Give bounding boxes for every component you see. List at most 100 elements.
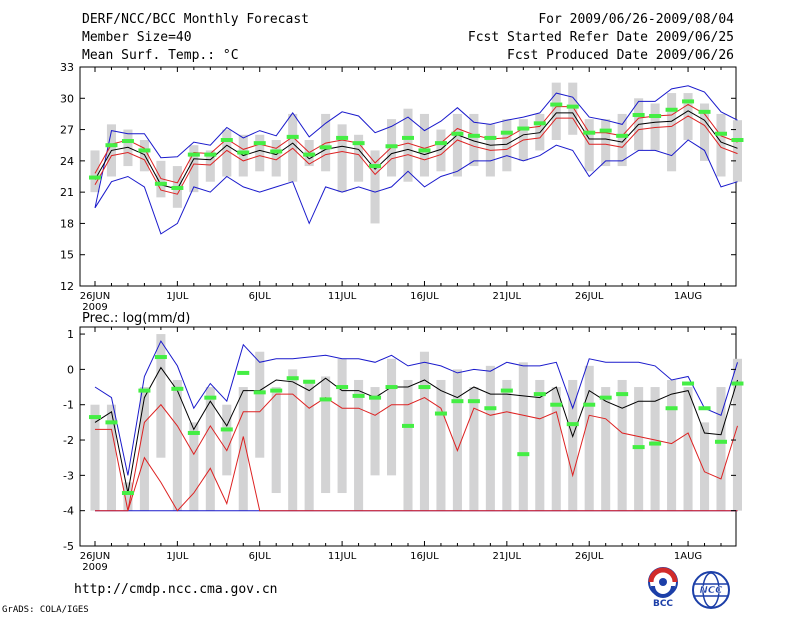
median-mark (550, 402, 563, 407)
median-mark (138, 388, 151, 393)
median-mark (451, 399, 464, 404)
panel-temperature: 12 15 18 21 24 27 30 33 26JUN 1JUL 6JUL 11JUL 16JUL 2… (60, 61, 744, 313)
median-mark (402, 135, 414, 140)
median-mark (286, 376, 299, 381)
grads-credit: GrADS: COLA/IGES (2, 605, 89, 615)
member-size: Member Size=40 (82, 30, 192, 45)
median-mark (632, 445, 645, 450)
spread-box (584, 365, 594, 511)
spread-box (419, 113, 430, 177)
y-tick-label: -3 (63, 469, 74, 482)
spread-box (255, 134, 265, 172)
spread-box (716, 113, 726, 177)
spread-box (502, 379, 512, 511)
year-label: 2009 (82, 302, 107, 313)
x-tick-label: 21JUL (493, 291, 522, 302)
spread-box (90, 150, 100, 193)
median-mark (484, 135, 497, 140)
spread-box (650, 103, 660, 151)
ncc-logo: NCC (692, 571, 730, 609)
y-tick-label: 21 (60, 186, 74, 199)
median-mark (336, 385, 349, 390)
median-mark (418, 148, 431, 153)
chart-title: DERF/NCC/BCC Monthly Forecast (82, 12, 309, 27)
median-mark (121, 139, 134, 144)
x-tick-label: 6JUL (249, 551, 272, 562)
spread-box (321, 376, 331, 494)
spread-box (452, 369, 462, 511)
median-mark (105, 420, 118, 425)
median-mark (649, 441, 662, 446)
median-mark (698, 109, 711, 114)
variable-label: Mean Surf. Temp.: °C (82, 48, 239, 63)
x-tick-label: 16JUL (410, 551, 439, 562)
median-mark (171, 185, 184, 190)
median-mark (731, 381, 744, 386)
spread-box (403, 108, 413, 182)
y-tick-label: 0 (67, 363, 74, 376)
median-mark (517, 452, 530, 457)
median-mark (649, 114, 662, 119)
median-mark (154, 181, 167, 186)
spread-box (304, 379, 314, 511)
median-mark (583, 130, 596, 135)
median-mark (698, 406, 711, 411)
spread-box (205, 387, 215, 511)
spread-box (716, 387, 726, 511)
median-mark (467, 399, 480, 404)
forecast-started: Fcst Started Refer Date 2009/06/25 (467, 30, 734, 45)
x-tick-label: 16JUL (410, 291, 439, 302)
median-mark (89, 415, 101, 420)
spread-box (271, 140, 281, 177)
x-tick-label: 1AUG (674, 551, 702, 562)
median-mark (418, 385, 431, 390)
spread-box (238, 387, 248, 511)
spread-box (568, 82, 578, 135)
footer-url[interactable]: http://cmdp.ncc.cma.gov.cn (74, 582, 278, 597)
p10-line (95, 436, 738, 512)
mean-line (94, 110, 738, 190)
x-tick-label: 6JUL (249, 291, 272, 302)
median-mark (715, 131, 727, 136)
median-mark (220, 427, 233, 432)
forecast-produced: Fcst Produced Date 2009/06/26 (507, 48, 734, 63)
median-mark (187, 430, 200, 435)
spread-box (469, 387, 479, 511)
y-tick-label: -1 (63, 399, 74, 412)
x-tick-label: 1JUL (166, 551, 189, 562)
median-mark (616, 133, 629, 138)
max-line (94, 85, 738, 208)
median-mark (533, 121, 546, 126)
median-mark (253, 141, 266, 146)
spread-box (386, 358, 397, 476)
p90-line (94, 103, 738, 184)
spread-box (172, 379, 182, 511)
median-mark (484, 406, 497, 411)
median-mark (220, 138, 233, 142)
spread-box (601, 387, 611, 511)
spread-box (601, 119, 611, 167)
y-tick-label: -5 (63, 540, 74, 553)
median-mark (566, 422, 579, 427)
x-tick-label: 26JUL (575, 291, 604, 302)
median-mark (682, 99, 695, 104)
spread-box (683, 387, 693, 511)
median-mark (270, 149, 283, 154)
median-mark (105, 143, 118, 148)
spread-box (667, 379, 677, 511)
x-tick-label: 1AUG (674, 291, 702, 302)
spread-box (617, 113, 627, 167)
median-mark (121, 491, 134, 496)
spread-box (419, 351, 430, 511)
y-tick-label: 1 (67, 328, 74, 341)
median-mark (665, 406, 678, 411)
median-mark (550, 102, 563, 107)
panel-precipitation: -5 -4 -3 -2 -1 0 1 26JUN 1JUL 6JUL 11JUL 16JUL 21JUL… (63, 326, 744, 573)
y-tick-label: 27 (60, 124, 74, 137)
y-tick-label: -2 (63, 434, 74, 447)
spread-box (337, 124, 347, 193)
x-tick-label: 21JUL (493, 551, 522, 562)
median-mark (385, 144, 398, 149)
median-mark (682, 381, 695, 386)
